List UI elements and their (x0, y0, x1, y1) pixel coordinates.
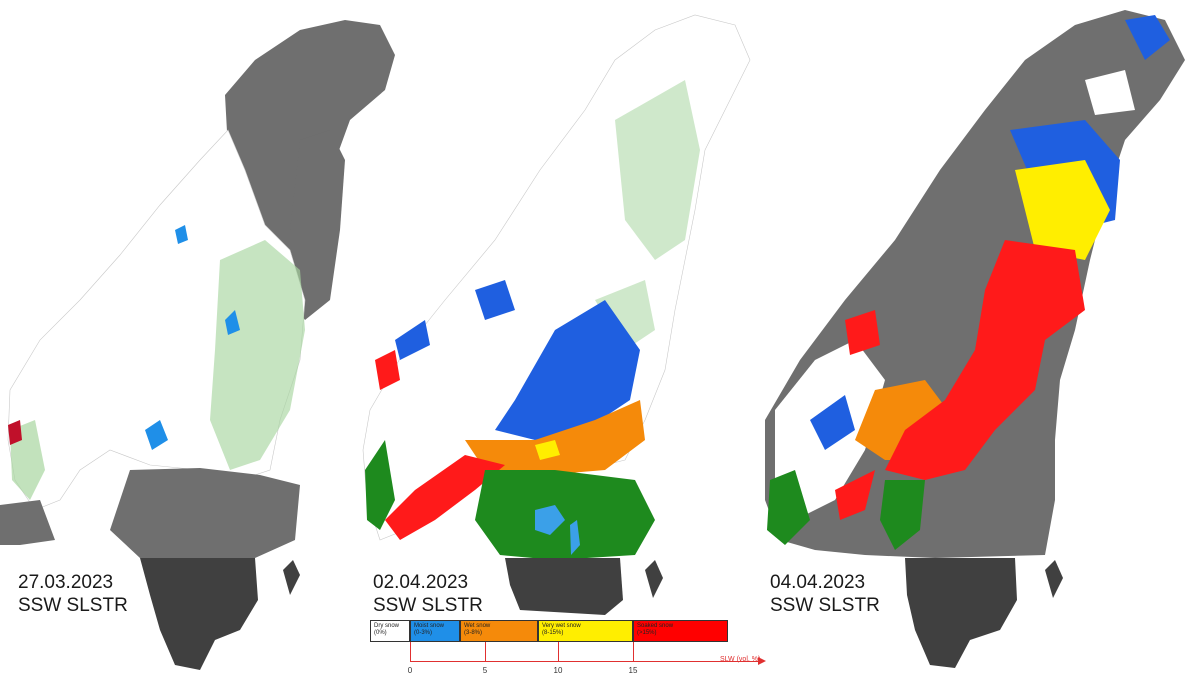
forest-dark-south (767, 470, 925, 550)
legend-range: (0-3%) (414, 630, 433, 636)
northern-snow-white (1085, 70, 1135, 115)
axis-tick (410, 642, 411, 661)
finland-landmass (290, 130, 345, 320)
gotland-island (283, 560, 300, 595)
legend-label: Very wet snow (542, 623, 581, 629)
panel-product: SSW SLSTR (770, 595, 880, 616)
legend-range: (0%) (374, 630, 387, 636)
southern-sweden-landmass (0, 468, 300, 558)
legend-moist-snow: Moist snow (0-3%) (410, 620, 460, 642)
moist-snow-areas (810, 15, 1170, 450)
panel-date: 04.04.2023 (770, 572, 866, 593)
legend-label: Dry snow (374, 623, 400, 629)
map-panel-1: 27.03.2023 SSW SLSTR (0, 0, 400, 675)
forest-dark-south (365, 440, 655, 560)
soaked-snow-spot (8, 420, 22, 445)
axis-title: SLW (vol. %) (720, 656, 761, 663)
legend-wet-snow: Wet snow (3-8%) (460, 620, 538, 642)
skane-landmass (905, 558, 1017, 668)
forest-patches (210, 240, 305, 470)
snow-wetness-map-2 (362, 14, 751, 615)
lake-vattern (570, 520, 580, 555)
gotland-island (1045, 560, 1063, 598)
skane-landmass (140, 558, 258, 670)
snow-wetness-map-1 (0, 20, 395, 670)
gotland-island (645, 560, 663, 598)
map-panel-2: 02.04.2023 SSW SLSTR (355, 0, 785, 675)
moist-snow-spots (145, 225, 240, 450)
very-wet-snow-area (1015, 160, 1110, 260)
legend-label: Moist snow (414, 623, 445, 629)
legend-label: Wet snow (464, 623, 491, 629)
slw-axis-line (410, 661, 760, 662)
legend-label: Soaked snow (637, 623, 674, 629)
axis-tick (633, 642, 634, 661)
legend-range: (3-8%) (464, 630, 483, 636)
snow-wetness-map-3 (765, 10, 1185, 668)
soaked-snow-zone (375, 350, 550, 550)
legend-dry-snow: Dry snow (0%) (370, 620, 410, 642)
panel-date: 27.03.2023 (18, 572, 114, 593)
panel-product: SSW SLSTR (18, 595, 128, 616)
legend-range: (8-15%) (542, 630, 564, 636)
legend-soaked-snow: Soaked snow (>15%) (633, 620, 728, 642)
axis-tick (485, 642, 486, 661)
slw-axis-arrow (758, 657, 766, 665)
axis-tick-label: 0 (407, 666, 413, 675)
panel-date: 02.04.2023 (373, 572, 469, 593)
axis-tick-label: 15 (628, 666, 638, 675)
axis-tick-label: 10 (553, 666, 563, 675)
lake-vanern (535, 505, 565, 535)
legend-range: (>15%) (637, 630, 657, 636)
axis-tick (558, 642, 559, 661)
wet-snow-zone (465, 400, 645, 475)
map-panel-3: 04.04.2023 SSW SLSTR (755, 0, 1200, 675)
forest-light-patches (595, 80, 700, 350)
panel-product: SSW SLSTR (373, 595, 483, 616)
legend-very-wet-snow: Very wet snow (8-15%) (538, 620, 633, 642)
very-wet-snow-spots (535, 440, 560, 460)
skane-landmass (505, 558, 623, 615)
snow-wetness-legend: Dry snow (0%) Moist snow (0-3%) Wet snow… (370, 620, 790, 675)
axis-tick-label: 5 (482, 666, 488, 675)
moist-snow-bands (395, 280, 640, 440)
soaked-snow-area (835, 240, 1085, 520)
